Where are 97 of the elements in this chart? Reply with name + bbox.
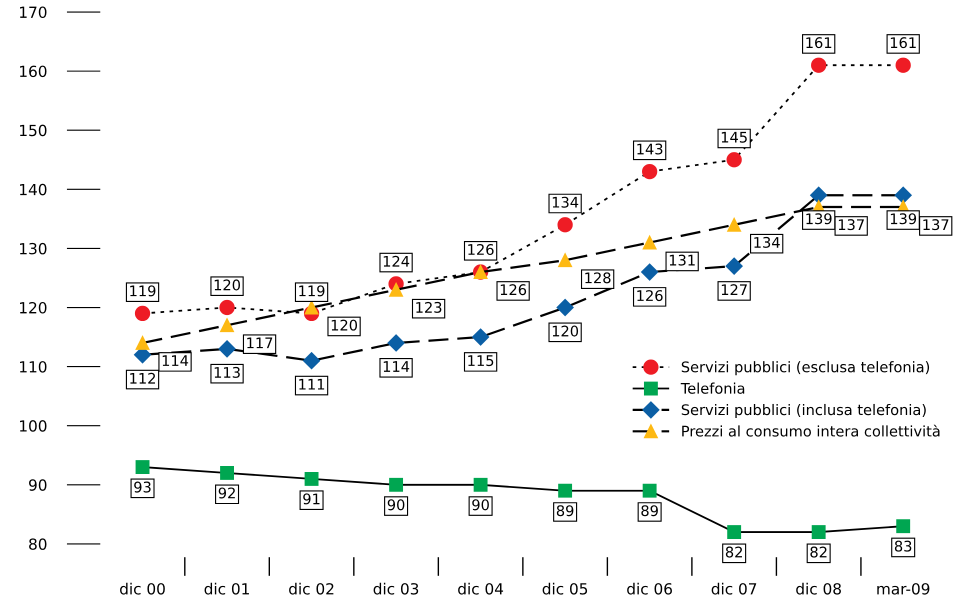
legend-label: Prezzi al consumo intera collettività [682, 424, 940, 437]
y-tick-label: 120 [20, 302, 46, 314]
data-label: 89 [641, 505, 658, 516]
point [810, 186, 828, 204]
legend-label: Telefonia [680, 382, 744, 394]
point [558, 253, 572, 268]
data-label: 114 [162, 355, 188, 366]
x-tick-label: dic 08 [796, 582, 841, 595]
point [389, 282, 404, 297]
point [218, 340, 236, 358]
point [727, 218, 742, 232]
data-label: 145 [722, 132, 747, 143]
data-label: 82 [810, 546, 826, 558]
y-tick-label: 100 [20, 420, 46, 432]
x-tick-label: dic 00 [120, 582, 165, 595]
data-label: 137 [838, 219, 864, 230]
point [896, 519, 910, 534]
point [556, 298, 574, 316]
x-tick-label: dic 03 [374, 582, 418, 595]
data-label: 89 [556, 505, 574, 516]
data-label: 126 [500, 284, 526, 296]
point [727, 525, 742, 540]
point [642, 236, 657, 250]
data-label: 120 [214, 279, 240, 290]
x-tick-label: dic 07 [712, 582, 756, 595]
data-label: 120 [552, 326, 578, 337]
point [220, 318, 234, 332]
point [136, 336, 150, 350]
y-tick-label: 160 [20, 66, 46, 78]
point [811, 58, 826, 73]
point [303, 352, 320, 370]
data-label: 120 [332, 320, 358, 331]
point [726, 258, 743, 275]
data-label: 117 [247, 338, 272, 348]
x-tick-label: dic 01 [204, 582, 249, 595]
data-label: 82 [726, 546, 742, 558]
data-label: 161 [890, 37, 916, 48]
data-label: 91 [303, 493, 320, 504]
data-label: 114 [384, 361, 410, 372]
point [219, 300, 235, 316]
data-label: 119 [130, 285, 156, 296]
point [134, 306, 150, 322]
point [642, 164, 658, 180]
data-label: 139 [890, 213, 916, 224]
x-tick-label: mar-09 [877, 583, 930, 595]
point [304, 472, 319, 486]
data-label: 123 [416, 302, 442, 313]
point [558, 484, 572, 498]
data-label: 126 [637, 290, 663, 302]
data-label: 83 [894, 540, 912, 552]
point [641, 264, 658, 281]
point [136, 460, 150, 474]
point [304, 300, 319, 314]
data-label: 111 [299, 378, 324, 390]
data-label: 112 [130, 372, 155, 384]
y-tick-label: 110 [20, 361, 46, 373]
data-label: 161 [806, 37, 832, 48]
data-label: 126 [468, 244, 494, 256]
y-tick-label: 90 [29, 479, 46, 491]
data-label: 124 [384, 256, 410, 267]
data-label: 128 [585, 272, 611, 284]
point [726, 152, 742, 168]
data-label: 115 [468, 355, 494, 366]
y-tick-label: 130 [20, 242, 46, 254]
data-label: 143 [637, 144, 662, 155]
data-label: 93 [134, 482, 151, 493]
data-label: 90 [388, 499, 404, 510]
point [557, 217, 573, 232]
x-tick-label: dic 04 [458, 582, 504, 595]
point [220, 466, 234, 480]
x-tick-label: dic 06 [627, 582, 672, 595]
x-tick-label: dic 02 [289, 582, 334, 595]
point [812, 525, 826, 540]
data-label: 134 [754, 236, 780, 248]
point [472, 328, 490, 346]
x-tick-label: dic 05 [542, 582, 588, 595]
legend-label: Servizi pubblici (inclusa telefonia) [682, 404, 926, 418]
data-label: 131 [670, 254, 695, 266]
point [388, 334, 405, 352]
y-tick-label: 80 [29, 538, 46, 550]
legend-label: Servizi pubblici (esclusa telefonia) [682, 361, 930, 376]
data-label: 119 [299, 285, 324, 296]
y-tick-label: 150 [20, 124, 46, 136]
point [642, 484, 657, 498]
data-label: 134 [552, 196, 578, 208]
data-label: 92 [218, 487, 235, 498]
point [896, 58, 911, 73]
data-label: 139 [806, 213, 832, 224]
data-label: 127 [722, 284, 747, 295]
data-label: 113 [214, 366, 240, 378]
data-label: 137 [923, 219, 948, 230]
y-tick-label: 140 [20, 184, 46, 196]
point [894, 186, 912, 204]
point [389, 478, 404, 492]
point [474, 478, 488, 492]
y-tick-label: 170 [20, 6, 46, 18]
data-label: 90 [472, 499, 489, 510]
